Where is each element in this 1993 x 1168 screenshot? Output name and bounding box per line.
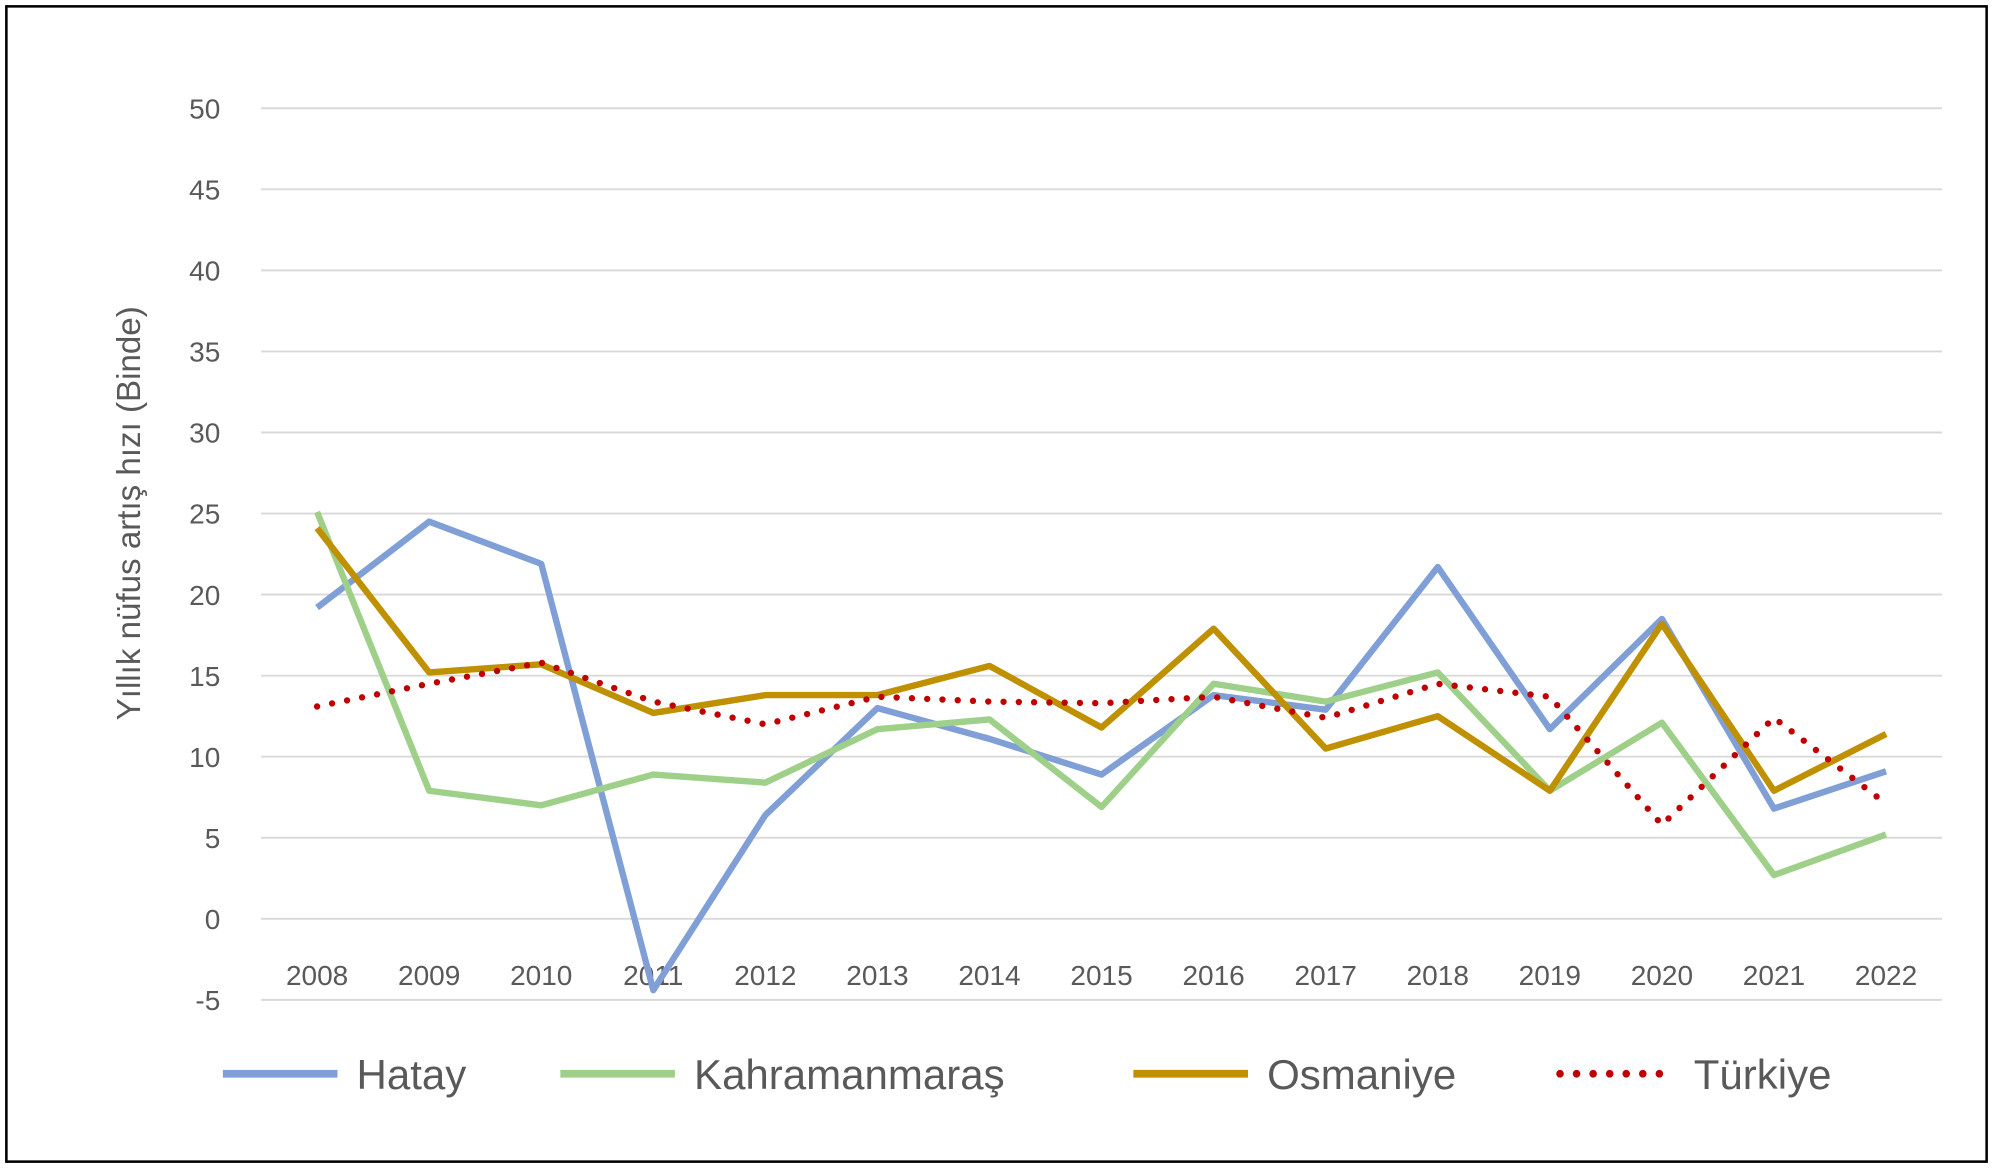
series-line-osmaniye: [314, 526, 1888, 794]
y-tick-label: 45: [189, 175, 220, 206]
y-tick-label: 40: [189, 256, 220, 287]
y-tick-label: 30: [189, 418, 220, 449]
x-tick-label: 2022: [1855, 960, 1917, 991]
x-tick-label: 2008: [286, 960, 348, 991]
y-axis-label: Yıllık nüfus artış hızı (Binde): [111, 306, 148, 720]
y-tick-label: 10: [189, 742, 220, 773]
x-tick-label: 2017: [1295, 960, 1357, 991]
x-tick-label: 2020: [1631, 960, 1693, 991]
x-tick-label: 2019: [1519, 960, 1581, 991]
y-tick-label: 5: [205, 823, 221, 854]
y-tick-label: 0: [205, 904, 221, 935]
y-tick-label: 20: [189, 580, 220, 611]
x-tick-label: 2015: [1070, 960, 1132, 991]
y-tick-label: 35: [189, 337, 220, 368]
series-line-hatay: [315, 518, 1888, 994]
x-tick-label: 2010: [510, 960, 572, 991]
x-tick-label: 2014: [958, 960, 1020, 991]
x-tick-label: 2009: [398, 960, 460, 991]
legend-label: Osmaniye: [1267, 1051, 1456, 1098]
x-tick-label: 2013: [846, 960, 908, 991]
y-tick-label: 25: [189, 499, 220, 530]
legend-label: Kahramanmaraş: [694, 1051, 1005, 1098]
x-tick-label: 2012: [734, 960, 796, 991]
legend-label: Hatay: [357, 1051, 467, 1098]
x-tick-label: 2021: [1743, 960, 1805, 991]
chart-border: [5, 5, 1988, 1163]
x-tick-label: 2016: [1182, 960, 1244, 991]
legend-label: Türkiye: [1694, 1051, 1832, 1098]
x-tick-label: 2018: [1407, 960, 1469, 991]
y-tick-label: 15: [189, 661, 220, 692]
series-line-kahramanmaraş: [314, 510, 1888, 879]
y-tick-label: 50: [189, 93, 220, 124]
y-tick-label: -5: [195, 985, 220, 1016]
